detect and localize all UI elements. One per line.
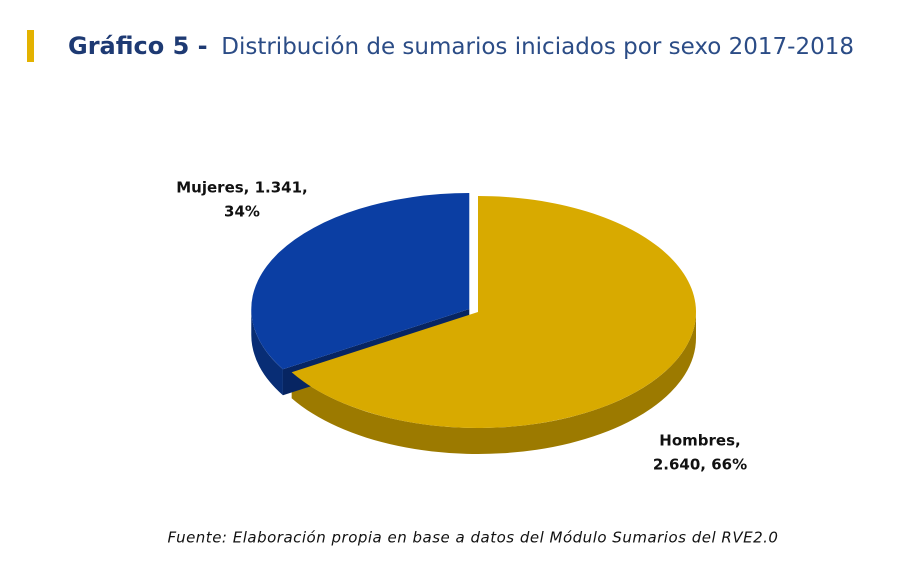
pie-slice [291,196,697,429]
data-label: Mujeres, 1.341, [176,179,307,197]
slice-side [291,312,696,454]
pie-slice [251,193,470,370]
title-accent [27,30,34,62]
data-label: 2.640, 66% [653,456,747,474]
chart-title: Gráfico 5 - [68,32,208,60]
data-label: Hombres, [659,432,740,450]
data-label: 34% [224,203,260,221]
source-note: Fuente: Elaboración propia en base a dat… [168,529,779,547]
slice-side [251,309,283,396]
chart-title-line: Gráfico 5 - Distribución de sumarios ini… [68,32,854,60]
chart-subtitle: Distribución de sumarios iniciados por s… [221,34,854,60]
